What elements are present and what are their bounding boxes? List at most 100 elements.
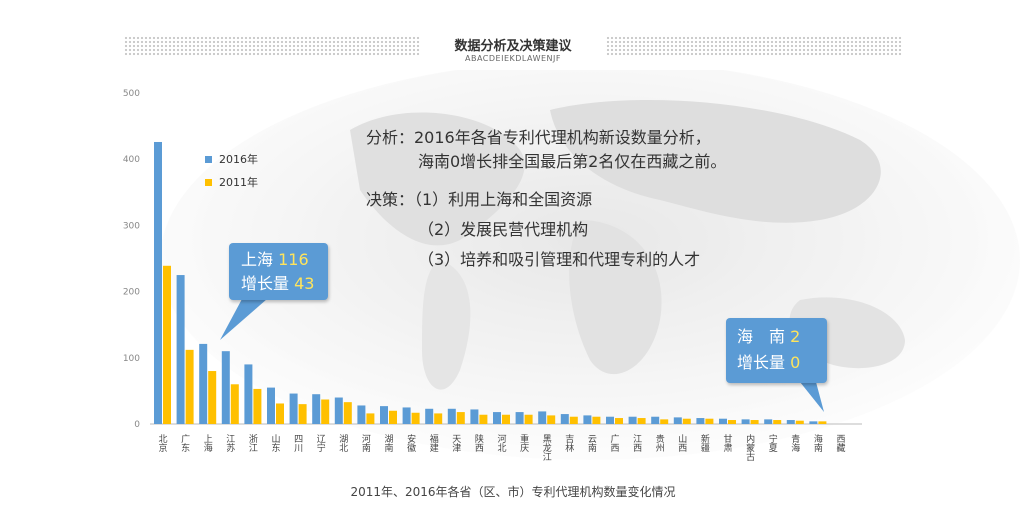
bar-2016 [515,412,524,424]
callout-hainan-growth: 0 [790,353,801,372]
bar-2016 [244,364,253,424]
x-tick-label: 四川 [294,435,303,454]
x-tick-label: 广东 [181,433,190,454]
chart-caption: 2011年、2016年各省（区、市）专利代理机构数量变化情况 [350,485,676,499]
bar-2016 [176,275,185,424]
bar-2011 [298,404,307,424]
bar-2016 [380,406,388,424]
legend-label: 2011年 [219,175,258,189]
decision-line-1: 决策：（1）利用上海和全国资源 [366,190,593,209]
x-tick-label: 广西 [610,433,619,454]
x-tick-label: 陕西 [475,433,484,454]
bar-2016 [154,141,162,424]
x-tick-label: 吉林 [565,434,574,454]
bar-2016 [696,418,705,424]
analysis-line-1: 分析：2016年各省专利代理机构新设数量分析， [366,128,711,147]
bar-2016 [447,408,456,424]
bar-2011 [750,420,759,424]
bar-2016 [606,416,614,424]
x-tick-label: 山西 [678,434,687,454]
bar-2016 [583,415,592,424]
bar-2016 [719,418,727,424]
x-tick-label: 重庆 [520,433,529,454]
bar-2011 [479,414,488,424]
page-subtitle: ABACDEIEKDLAWENJF [465,54,561,63]
y-tick-label: 400 [123,155,140,165]
x-tick-label: 江西 [633,434,642,454]
bar-2011 [230,384,239,424]
y-tick-label: 0 [134,420,140,430]
bar-2016 [267,387,275,424]
legend-label: 2016年 [219,152,258,166]
callout-shanghai-growth: 43 [294,274,315,293]
x-tick-label: 青海 [791,433,800,454]
x-tick-label: 浙江 [249,433,258,454]
x-tick-label: 贵州 [656,433,665,454]
bar-2011 [321,399,330,424]
bar-2011 [253,388,262,424]
bar-2011 [728,420,736,424]
bar-2011 [434,413,443,424]
x-tick-label: 安徽 [407,433,416,454]
bar-2011 [208,371,217,424]
bar-2016 [425,408,434,424]
callout-hainan-value: 2 [790,327,801,346]
bar-2011 [502,414,510,424]
bar-2011 [615,418,623,424]
x-tick-label: 上海 [204,434,213,454]
callout-shanghai-name: 上海 [241,250,274,269]
bar-2011 [547,415,556,424]
y-tick-label: 100 [123,354,140,364]
y-tick-label: 500 [123,89,140,99]
y-tick-label: 300 [123,221,140,231]
x-tick-label: 山东 [271,434,280,454]
callout-hainan-name: 海 南 [737,327,786,346]
bar-2016 [741,419,750,424]
legend-swatch-2016 [205,156,212,163]
bar-2016 [493,412,501,424]
decision-line-3: （3）培养和吸引管理和代理专利的人才 [418,250,701,269]
bar-2016 [402,407,411,424]
x-tick-label: 天津 [452,435,461,454]
callout-shanghai: 上海 116 增长量 43 [229,243,328,300]
bar-2011 [705,418,714,424]
bar-2016 [289,393,298,424]
callout-hainan-growth-label: 增长量 [737,353,786,372]
x-tick-label: 北京 [158,434,167,454]
x-tick-label: 湖北 [339,434,348,454]
y-tick-label: 200 [123,288,140,298]
bar-2016 [764,419,773,424]
x-tick-label: 新疆 [701,433,710,454]
bar-2011 [456,412,465,424]
bar-2011 [569,416,578,424]
x-tick-label: 甘肃 [723,433,732,454]
callout-hainan-pointer [800,382,824,412]
x-tick-label: 云南 [588,435,597,454]
bar-2011 [592,416,601,424]
x-tick-label: 江苏 [226,434,235,454]
bar-2011 [637,418,646,424]
x-tick-label: 内蒙古 [746,433,755,463]
bar-2016 [312,394,321,424]
bar-2011 [276,403,284,424]
callout-shanghai-pointer [220,299,267,340]
decision-line-2: （2）发展民营代理机构 [418,220,589,239]
bar-2011 [524,414,533,424]
bar-2016 [651,416,660,424]
bar-2011 [773,420,782,424]
header-dots-left [124,36,420,56]
x-tick-label: 湖南 [384,434,393,454]
x-tick-label: 黑龙江 [543,434,552,463]
page-title: 数据分析及决策建议 [454,39,572,54]
bar-2011 [389,410,397,424]
x-tick-label: 河南 [362,433,371,454]
bar-2016 [357,405,366,424]
bar-2016 [538,411,547,424]
callout-shanghai-growth-label: 增长量 [241,274,290,293]
x-tick-label: 宁夏 [769,433,778,454]
x-tick-label: 辽宁 [317,434,326,454]
bar-2011 [185,349,194,424]
analysis-text: 分析：2016年各省专利代理机构新设数量分析， 海南0增长排全国最后第2名仅在西… [366,126,726,272]
legend-swatch-2011 [205,179,212,186]
